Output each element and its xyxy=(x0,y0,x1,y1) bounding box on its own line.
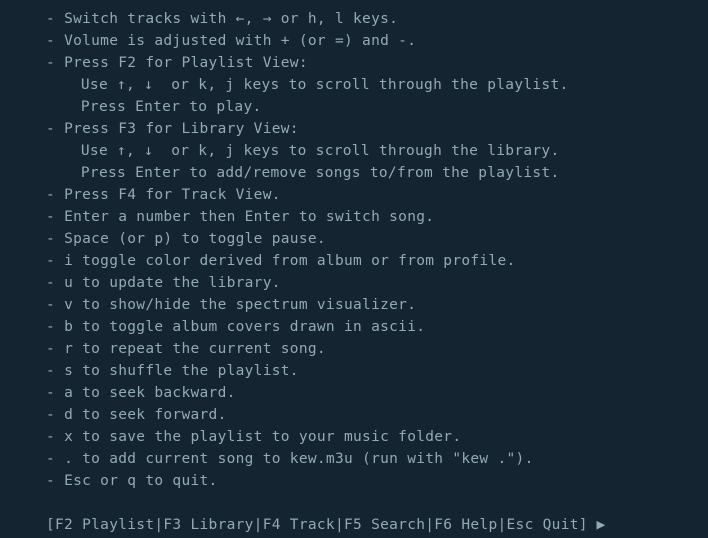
footer-hotkeys: [F2 Playlist|F3 Library|F4 Track|F5 Sear… xyxy=(46,517,588,533)
help-text: Switch tracks with ←, → or h, l keys.Vol… xyxy=(46,8,708,492)
help-line: Enter a number then Enter to switch song… xyxy=(46,206,708,228)
help-line: b to toggle album covers drawn in ascii. xyxy=(46,316,708,338)
help-line: x to save the playlist to your music fol… xyxy=(46,426,708,448)
help-line: i toggle color derived from album or fro… xyxy=(46,250,708,272)
help-line: Space (or p) to toggle pause. xyxy=(46,228,708,250)
play-icon: ▶ xyxy=(597,517,606,533)
help-line: Press F2 for Playlist View: xyxy=(46,52,708,74)
help-line: Press Enter to play. xyxy=(46,96,708,118)
help-line: Volume is adjusted with + (or =) and -. xyxy=(46,30,708,52)
help-line: Use ↑, ↓ or k, j keys to scroll through … xyxy=(46,74,708,96)
help-line: Press F3 for Library View: xyxy=(46,118,708,140)
help-line: Switch tracks with ←, → or h, l keys. xyxy=(46,8,708,30)
help-line: Use ↑, ↓ or k, j keys to scroll through … xyxy=(46,140,708,162)
help-line: u to update the library. xyxy=(46,272,708,294)
help-line: . to add current song to kew.m3u (run wi… xyxy=(46,448,708,470)
spacer xyxy=(46,492,708,514)
help-line: a to seek backward. xyxy=(46,382,708,404)
footer-bar: [F2 Playlist|F3 Library|F4 Track|F5 Sear… xyxy=(46,514,708,536)
help-line: Esc or q to quit. xyxy=(46,470,708,492)
help-line: s to shuffle the playlist. xyxy=(46,360,708,382)
help-line: r to repeat the current song. xyxy=(46,338,708,360)
help-line: v to show/hide the spectrum visualizer. xyxy=(46,294,708,316)
help-line: Press Enter to add/remove songs to/from … xyxy=(46,162,708,184)
help-line: d to seek forward. xyxy=(46,404,708,426)
help-line: Press F4 for Track View. xyxy=(46,184,708,206)
